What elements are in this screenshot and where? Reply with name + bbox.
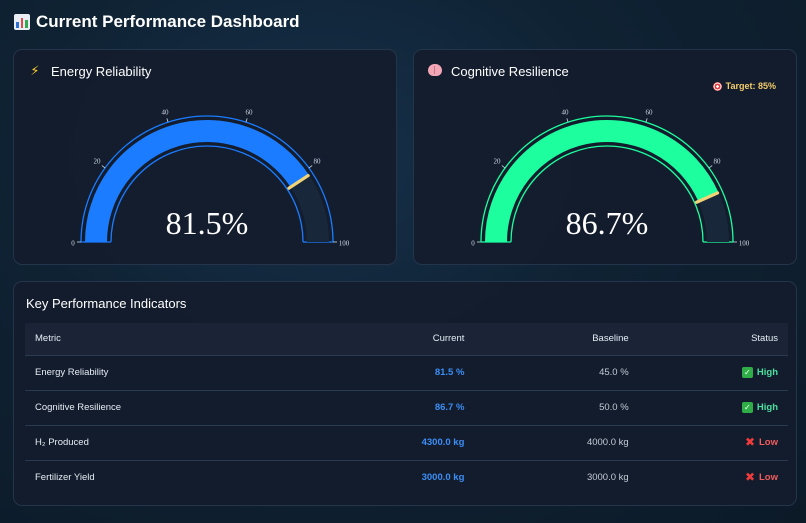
table-row: H₂ Produced 4300.0 kg 4000.0 kg ✖ Low (25, 424, 788, 460)
dart-target-icon (712, 81, 722, 91)
gauge-value: 86.7% (566, 205, 649, 241)
cognitive-resilience-title: Cognitive Resilience (427, 64, 569, 79)
column-header-baseline: Baseline (592, 333, 629, 345)
gauge-inner-ring (510, 145, 704, 243)
gauge-tick (101, 165, 106, 169)
bar-chart-icon (14, 14, 30, 30)
column-header-status: Status (751, 333, 778, 345)
cross-icon: ✖ (744, 469, 755, 484)
brain-icon (427, 64, 443, 79)
status-label: Low (759, 471, 778, 483)
check-icon: ✓ (741, 402, 753, 413)
gauge-tick-label: 60 (646, 108, 654, 116)
table-row: Fertilizer Yield 3000.0 kg 3000.0 kg ✖ L… (25, 459, 788, 495)
gauge-tick (645, 118, 648, 123)
metric-cell: Fertilizer Yield (25, 459, 308, 495)
page-title-text: Current Performance Dashboard (36, 12, 300, 31)
metric-cell: H₂ Produced (25, 424, 308, 460)
status-cell: ✓ High (638, 389, 788, 425)
gauge-tick-label: 40 (561, 108, 569, 116)
gauge-tick-label: 80 (714, 158, 722, 166)
gauge-tick-label: 40 (161, 108, 169, 116)
baseline-cell: 4000.0 kg (474, 424, 639, 460)
table-row: Energy Reliability 81.5 % 45.0 % ✓ High (25, 354, 788, 390)
gauge-outer-ring (480, 115, 734, 243)
baseline-cell: 3000.0 kg (474, 459, 639, 495)
check-icon: ✓ (741, 367, 753, 378)
baseline-cell: 50.0 % (474, 389, 639, 425)
cognitive-resilience-card: Cognitive Resilience Target: 85% 0 20 40 60… (413, 49, 797, 265)
status-badge: ✖ Low (744, 469, 778, 484)
energy-reliability-title: ⚡ Energy Reliability (27, 64, 151, 79)
gauge-tick-label: 100 (339, 240, 350, 248)
gauge-tick (501, 165, 506, 169)
current-cell: 4300.0 kg (307, 424, 475, 460)
gauge-tick-label: 0 (71, 240, 75, 248)
kpi-title: Key Performance Indicators (26, 296, 187, 311)
status-cell: ✓ High (638, 354, 788, 390)
metric-cell: Energy Reliability (25, 354, 308, 390)
gauge-tick-label: 80 (314, 158, 322, 166)
status-cell: ✖ Low (638, 459, 788, 495)
baseline-cell: 45.0 % (474, 354, 639, 390)
column-header-metric: Metric (35, 333, 61, 345)
gauge-needle (694, 191, 720, 204)
column-header-current: Current (432, 333, 465, 345)
gauge-tick-label: 0 (471, 240, 475, 248)
gauge-needle (287, 173, 310, 190)
gauge-tick (245, 118, 248, 123)
target-label: Target: 85% (725, 81, 776, 91)
gauge-tick (566, 118, 569, 123)
gauge-value-bar (485, 120, 719, 243)
cognitive-resilience-gauge: 0 20 40 60 80 100 86.7% (471, 108, 750, 248)
current-cell: 81.5 % (307, 354, 475, 390)
gauge-tick-label: 100 (739, 240, 750, 248)
gauge-tick-label: 20 (93, 158, 101, 166)
gauge-inner-ring (110, 145, 304, 243)
status-badge: ✓ High (741, 367, 778, 378)
kpi-header-row: Metric Current Baseline Status (25, 323, 788, 355)
gauge-tick (308, 165, 313, 169)
cross-icon: ✖ (744, 434, 755, 449)
gauge-value: 81.5% (166, 205, 249, 241)
status-badge: ✖ Low (744, 434, 778, 449)
current-cell: 86.7 % (307, 389, 475, 425)
status-cell: ✖ Low (638, 424, 788, 460)
table-row: Cognitive Resilience 86.7 % 50.0 % ✓ Hig… (25, 389, 788, 425)
energy-reliability-gauge: 0 20 40 60 80 100 81.5% (71, 108, 350, 248)
kpi-table: Metric Current Baseline Status Energy Re… (25, 323, 788, 495)
kpi-card: Key Performance Indicators Metric Curren… (13, 281, 797, 506)
energy-reliability-label: Energy Reliability (51, 64, 152, 79)
target-note: Target: 85% (712, 81, 776, 91)
metric-cell: Cognitive Resilience (25, 389, 308, 425)
gauge-outer-ring (80, 115, 334, 243)
lightning-icon: ⚡ (30, 64, 40, 79)
cognitive-resilience-label: Cognitive Resilience (451, 64, 569, 79)
status-badge: ✓ High (741, 402, 778, 413)
gauge-tick-label: 60 (246, 108, 254, 116)
gauge-value-bar (85, 120, 309, 243)
current-cell: 3000.0 kg (307, 459, 475, 495)
gauge-tick-label: 20 (493, 158, 501, 166)
gauge-tick (166, 118, 169, 123)
page-title: Current Performance Dashboard (14, 12, 300, 32)
status-label: High (756, 402, 778, 413)
status-label: High (756, 367, 778, 378)
energy-reliability-card: ⚡ Energy Reliability 0 20 40 60 80 100 81.5% (13, 49, 397, 265)
gauge-tick (708, 165, 713, 169)
status-label: Low (759, 436, 778, 448)
